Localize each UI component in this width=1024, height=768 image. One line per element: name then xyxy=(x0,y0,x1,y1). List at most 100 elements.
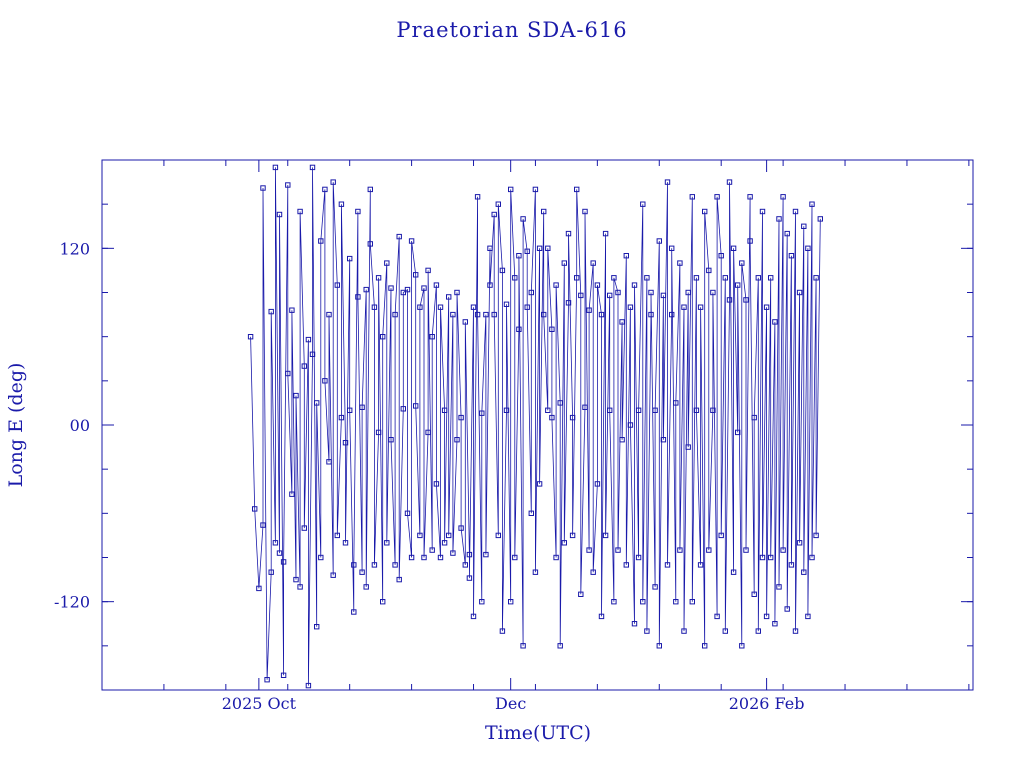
data-point xyxy=(541,311,547,318)
data-point xyxy=(318,554,324,561)
data-point xyxy=(252,506,258,512)
data-point xyxy=(780,194,786,200)
data-point xyxy=(697,562,704,568)
data-point xyxy=(763,613,770,620)
data-point xyxy=(433,282,440,288)
data-point xyxy=(293,576,299,583)
data-point xyxy=(528,289,534,296)
data-point xyxy=(598,613,605,620)
data-point xyxy=(739,643,745,649)
data-point xyxy=(607,292,613,299)
data-point xyxy=(722,628,728,634)
data-point xyxy=(574,186,580,193)
data-point xyxy=(768,554,774,561)
data-point xyxy=(776,216,782,222)
data-point xyxy=(792,628,799,634)
data-point xyxy=(784,606,790,612)
data-point xyxy=(594,481,601,487)
data-point xyxy=(532,186,539,193)
data-point xyxy=(702,643,708,649)
data-point xyxy=(408,238,415,244)
data-point xyxy=(508,186,514,193)
data-point xyxy=(615,547,621,553)
data-point xyxy=(338,201,345,207)
data-point xyxy=(784,230,790,237)
data-point xyxy=(796,540,803,546)
data-point xyxy=(710,289,716,296)
data-point xyxy=(450,550,456,556)
data-point xyxy=(673,599,679,605)
data-point xyxy=(747,194,753,200)
data-point xyxy=(396,576,402,583)
data-point xyxy=(611,599,617,605)
data-point xyxy=(574,275,580,281)
data-point xyxy=(561,260,567,266)
data-point xyxy=(792,208,799,215)
data-point xyxy=(693,275,700,281)
data-point xyxy=(565,230,572,237)
data-point xyxy=(718,532,724,539)
data-point xyxy=(437,304,444,310)
data-point xyxy=(557,400,563,406)
y-axis: 120 00 -120 xyxy=(54,203,973,647)
data-point xyxy=(499,628,506,634)
data-point xyxy=(759,554,766,561)
data-point xyxy=(363,584,369,590)
data-point xyxy=(660,437,667,443)
data-point xyxy=(652,584,658,590)
data-point xyxy=(355,294,361,300)
data-point xyxy=(730,245,737,252)
data-point xyxy=(602,230,609,237)
data-point xyxy=(351,609,357,615)
data-point xyxy=(710,407,716,414)
data-point xyxy=(363,286,369,293)
data-point xyxy=(722,275,728,281)
data-point xyxy=(342,540,349,546)
data-point xyxy=(545,407,551,414)
data-point xyxy=(660,292,667,299)
data-point xyxy=(503,301,510,308)
data-point xyxy=(809,201,815,207)
data-point xyxy=(735,282,741,288)
data-point xyxy=(512,275,518,281)
data-point xyxy=(421,285,427,291)
data-point xyxy=(714,613,720,620)
data-point xyxy=(297,584,303,590)
data-point xyxy=(309,351,316,358)
data-point xyxy=(400,406,407,412)
data-point xyxy=(462,562,469,568)
data-point xyxy=(689,194,695,200)
data-point xyxy=(590,569,596,575)
data-point xyxy=(801,223,807,230)
data-point xyxy=(776,584,782,590)
data-point xyxy=(483,551,489,558)
data-point xyxy=(536,245,543,252)
data-point xyxy=(569,532,576,539)
data-point xyxy=(297,208,303,215)
data-point xyxy=(285,370,291,377)
data-point xyxy=(384,540,390,546)
data-point xyxy=(425,429,431,436)
data-point xyxy=(780,547,786,553)
data-point xyxy=(726,179,733,185)
data-point xyxy=(446,532,452,539)
data-point xyxy=(516,326,522,333)
data-point xyxy=(384,260,390,266)
data-point xyxy=(508,599,514,605)
data-point xyxy=(314,624,320,630)
data-point xyxy=(367,186,374,193)
data-point xyxy=(388,285,394,291)
data-point xyxy=(669,245,675,252)
x-tick-label: 2025 Oct xyxy=(222,694,297,713)
data-point xyxy=(512,554,518,561)
data-point xyxy=(557,643,563,649)
data-point xyxy=(396,233,402,240)
data-point xyxy=(623,562,629,568)
data-point xyxy=(619,319,625,325)
data-point xyxy=(656,643,662,649)
data-point xyxy=(644,275,650,281)
data-point xyxy=(627,422,634,428)
data-point xyxy=(487,245,493,252)
data-point xyxy=(276,550,283,556)
data-point xyxy=(318,238,324,244)
